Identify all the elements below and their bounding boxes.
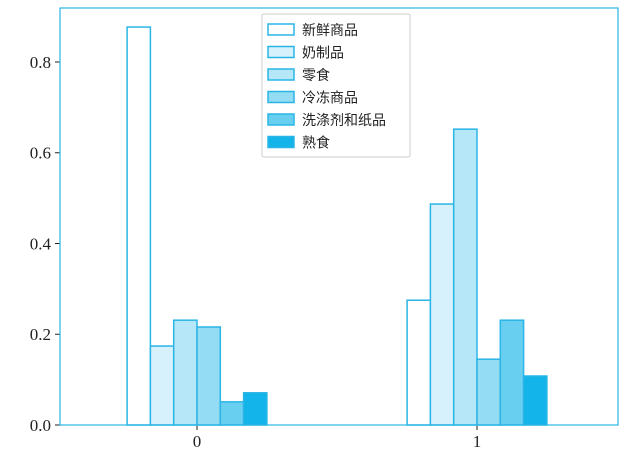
legend-swatch: [267, 135, 295, 149]
legend-swatch: [267, 45, 295, 59]
legend-swatch: [267, 68, 295, 81]
bar: [126, 26, 152, 426]
plot-frame: [59, 7, 619, 426]
legend-label: 熟食: [302, 135, 330, 151]
bar: [452, 128, 478, 426]
y-tick-label: 0.6: [30, 144, 51, 163]
bar: [196, 326, 222, 426]
bar: [219, 401, 245, 426]
y-tick-label: 0.2: [30, 325, 51, 344]
bar: [149, 345, 175, 426]
legend-label: 零食: [302, 67, 330, 83]
x-tick-label: 1: [473, 432, 482, 451]
legend-label: 冷冻商品: [302, 90, 358, 106]
bar: [172, 319, 198, 426]
bar: [476, 358, 502, 426]
bar: [429, 203, 455, 426]
y-tick-label: 0.0: [30, 416, 51, 435]
bar: [522, 375, 548, 426]
y-tick-label: 0.4: [30, 234, 52, 253]
legend-swatch: [267, 90, 295, 104]
legend-label: 新鲜商品: [302, 22, 358, 38]
bar: [406, 299, 432, 426]
bar: [499, 319, 525, 426]
y-tick-label: 0.8: [30, 53, 51, 72]
legend-label: 奶制品: [302, 45, 344, 61]
legend-label: 洗涤剂和纸品: [302, 112, 386, 128]
x-tick-label: 0: [193, 432, 202, 451]
legend-swatch: [267, 113, 295, 126]
legend-swatch: [267, 23, 295, 36]
legend-box: [261, 13, 411, 158]
bar: [242, 392, 268, 426]
